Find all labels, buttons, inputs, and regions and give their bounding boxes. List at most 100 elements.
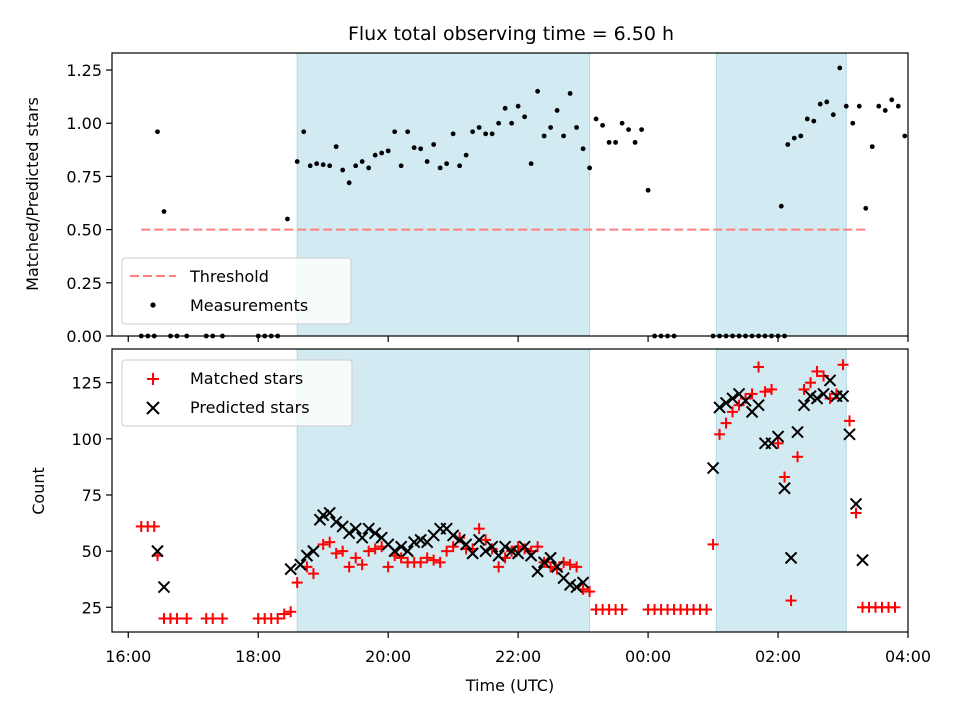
measurement-point — [639, 127, 644, 133]
predicted-star-point — [479, 544, 492, 558]
matched-star-point — [753, 361, 765, 373]
measurement-point — [541, 133, 547, 139]
matched-star-point — [707, 538, 719, 550]
predicted-star-point — [843, 428, 856, 441]
predicted-star-point — [394, 540, 408, 553]
predicted-star-point — [570, 580, 583, 594]
measurement-point — [882, 108, 888, 113]
measurement-point — [327, 163, 333, 169]
matched-star-point — [350, 552, 362, 564]
bottom-y-ticks: 25 50 75 100 125 — [71, 374, 112, 617]
measurement-point — [379, 150, 385, 156]
y-tick-label: 125 — [71, 374, 102, 393]
matched-star-point — [337, 545, 349, 557]
predicted-star-point — [817, 387, 830, 401]
predicted-star-point — [362, 522, 375, 535]
matched-star-point — [278, 608, 290, 620]
matched-star-point — [181, 613, 193, 625]
predicted-star-point — [453, 533, 466, 547]
measurement-point — [600, 122, 605, 128]
predicted-star-point — [307, 544, 320, 558]
predicted-star-point — [726, 392, 739, 405]
predicted-star-point — [492, 549, 505, 562]
matched-star-point — [545, 561, 557, 573]
matched-star-point — [558, 556, 570, 568]
matched-star-point — [701, 604, 713, 616]
measurement-point — [856, 103, 862, 109]
measurement-point — [372, 152, 378, 158]
top-panel: 0.00 0.25 0.50 0.75 1.00 1.25 Matched/Predict… — [23, 52, 909, 346]
predicted-star-point — [706, 461, 720, 475]
measurement-point — [606, 139, 612, 145]
measurement-point — [502, 105, 508, 111]
measurement-point — [902, 133, 908, 139]
predicted-star-point — [284, 562, 297, 576]
y-tick-label: 25 — [82, 598, 102, 617]
measurement-point — [392, 129, 398, 135]
top-observing-windows — [296, 52, 847, 337]
matched-star-point — [285, 606, 297, 618]
matched-star-point — [733, 399, 745, 411]
matched-star-point — [369, 543, 381, 555]
measurement-point — [619, 120, 625, 126]
measurement-point — [314, 161, 320, 167]
legend-threshold-label: Threshold — [189, 267, 269, 286]
measurement-point — [876, 103, 882, 109]
measurement-point — [340, 167, 346, 173]
predicted-star-point — [531, 565, 544, 578]
predicted-star-point — [388, 544, 401, 558]
matched-star-points — [135, 359, 901, 625]
matched-star-point — [889, 601, 901, 613]
matched-star-point — [291, 577, 303, 589]
predicted-star-point — [784, 551, 798, 565]
measurement-point — [359, 159, 365, 164]
matched-star-point — [746, 388, 758, 400]
y-tick-label: 0.75 — [66, 167, 102, 186]
predicted-star-points — [151, 374, 869, 594]
predicted-star-point — [524, 549, 538, 562]
measurement-point — [431, 142, 437, 147]
measurement-point — [528, 161, 534, 167]
bottom-legend: Matched stars Predicted stars — [121, 359, 353, 427]
matched-star-point — [779, 471, 791, 483]
matched-star-point — [382, 561, 394, 573]
y-tick-label: 75 — [82, 486, 102, 505]
matched-star-point — [714, 428, 726, 440]
matched-star-point — [766, 383, 778, 395]
measurement-point — [418, 146, 424, 152]
matched-star-point — [434, 556, 446, 568]
predicted-star-point — [771, 430, 785, 443]
measurement-point — [457, 163, 463, 169]
measurement-point — [561, 133, 567, 139]
predicted-star-point — [550, 560, 564, 574]
y-tick-label: 0.50 — [66, 221, 102, 240]
matched-star-point — [772, 437, 784, 449]
y-tick-label: 0.00 — [66, 327, 102, 346]
measurement-point — [496, 120, 502, 126]
matched-star-point — [330, 547, 342, 559]
measurement-point — [554, 108, 560, 113]
measurement-point — [450, 131, 456, 137]
measurement-point — [161, 209, 167, 214]
matched-star-point — [324, 536, 336, 548]
matched-star-point — [811, 365, 823, 377]
measurement-point — [535, 88, 541, 94]
predicted-star-point — [498, 540, 512, 553]
x-tick-label: 00:00 — [625, 647, 671, 666]
predicted-star-point — [300, 549, 314, 562]
legend-measurements-swatch — [150, 302, 156, 308]
measurement-point — [333, 144, 339, 150]
measurement-point — [476, 125, 482, 130]
measurement-point — [824, 99, 830, 105]
bottom-axes-frame — [111, 348, 909, 633]
predicted-star-point — [472, 533, 486, 547]
predicted-star-point — [544, 551, 557, 565]
matched-star-point — [727, 406, 739, 418]
measurement-point — [785, 142, 791, 147]
matched-star-point — [363, 545, 375, 557]
predicted-star-point — [836, 389, 850, 403]
measurement-point — [580, 146, 586, 152]
measurement-point — [522, 114, 528, 120]
matched-star-point — [415, 556, 427, 568]
bottom-legend-box — [121, 359, 353, 427]
